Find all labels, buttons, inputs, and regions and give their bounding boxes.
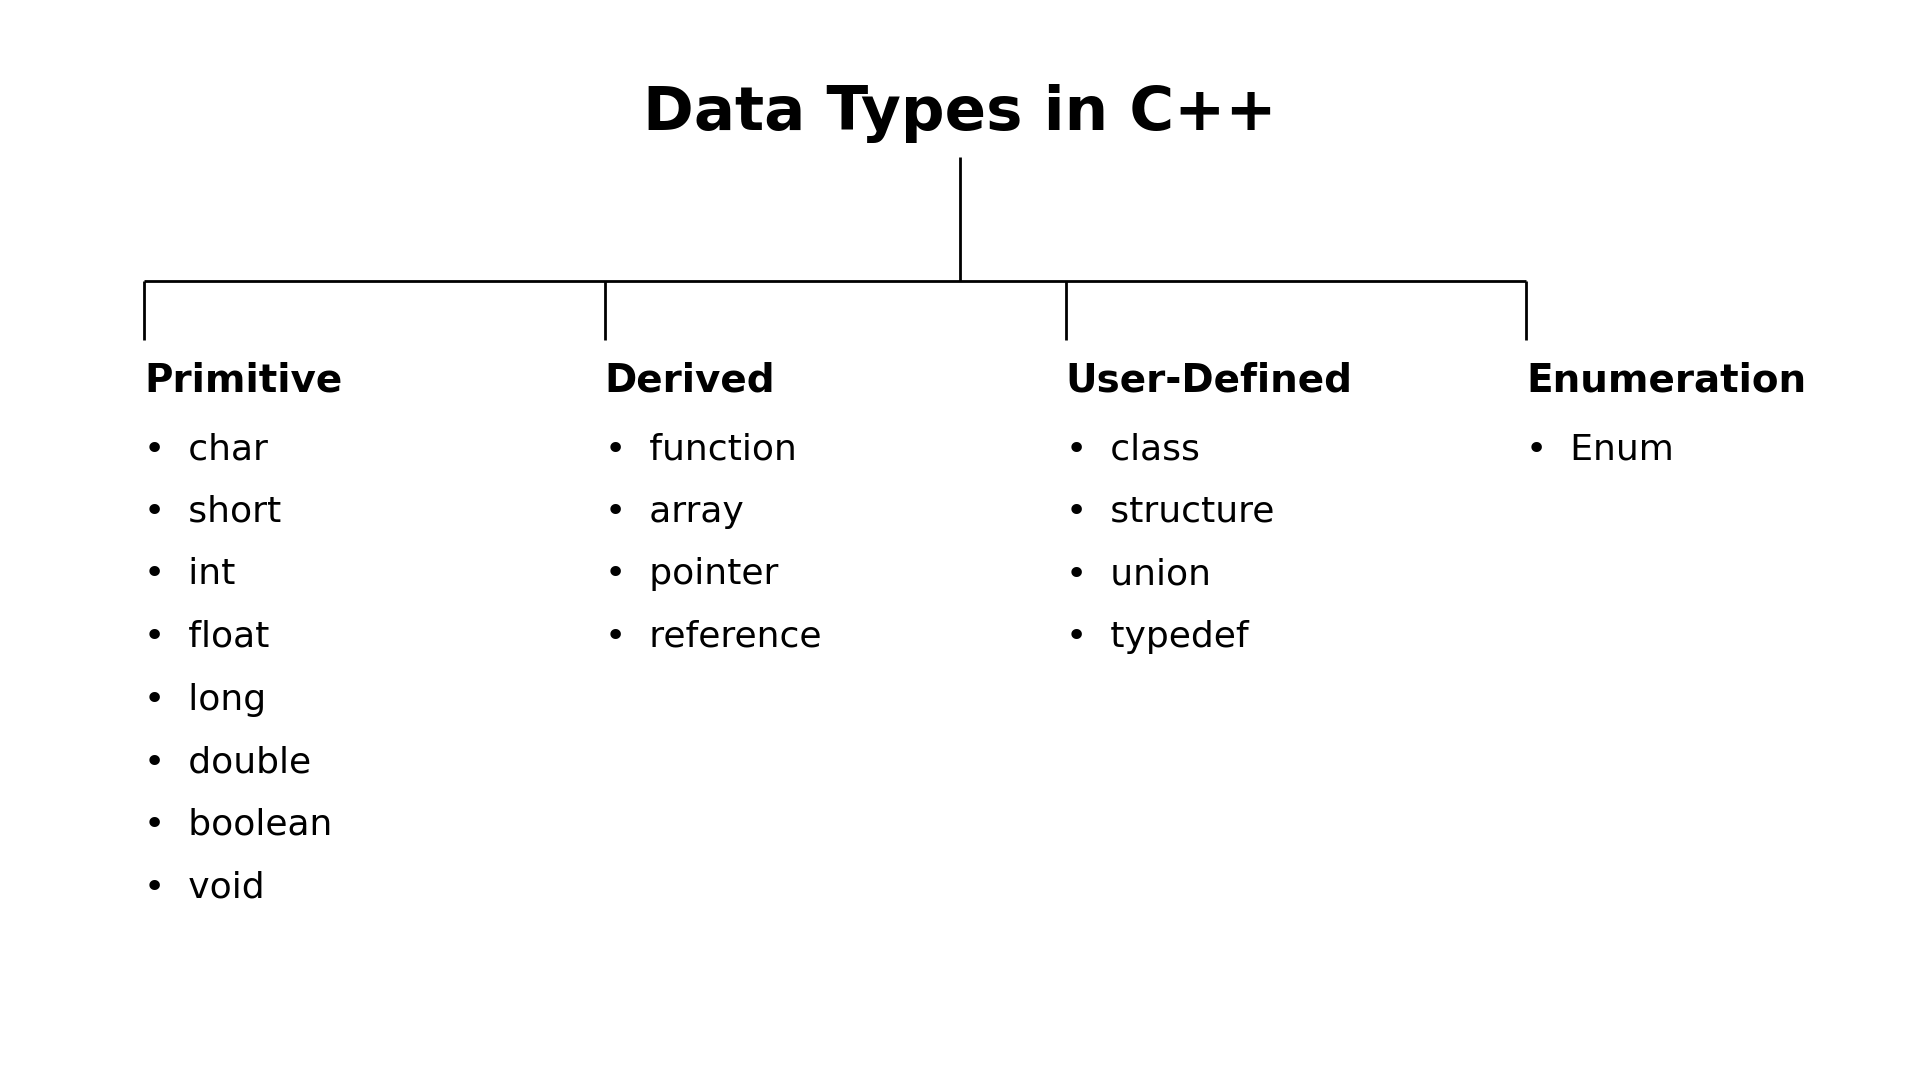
Text: •  short: • short: [144, 495, 280, 528]
Text: •  structure: • structure: [1066, 495, 1275, 528]
Text: Data Types in C++: Data Types in C++: [643, 84, 1277, 143]
Text: •  pointer: • pointer: [605, 557, 778, 591]
Text: Enumeration: Enumeration: [1526, 362, 1807, 400]
Text: •  Enum: • Enum: [1526, 432, 1674, 465]
Text: •  reference: • reference: [605, 620, 822, 653]
Text: •  int: • int: [144, 557, 236, 591]
Text: Derived: Derived: [605, 362, 776, 400]
Text: •  char: • char: [144, 432, 269, 465]
Text: •  double: • double: [144, 745, 311, 779]
Text: •  boolean: • boolean: [144, 808, 332, 841]
Text: •  void: • void: [144, 870, 265, 904]
Text: •  typedef: • typedef: [1066, 620, 1248, 653]
Text: •  function: • function: [605, 432, 797, 465]
Text: •  long: • long: [144, 683, 267, 716]
Text: Primitive: Primitive: [144, 362, 342, 400]
Text: •  union: • union: [1066, 557, 1212, 591]
Text: •  array: • array: [605, 495, 743, 528]
Text: •  float: • float: [144, 620, 269, 653]
Text: User-Defined: User-Defined: [1066, 362, 1352, 400]
Text: •  class: • class: [1066, 432, 1200, 465]
